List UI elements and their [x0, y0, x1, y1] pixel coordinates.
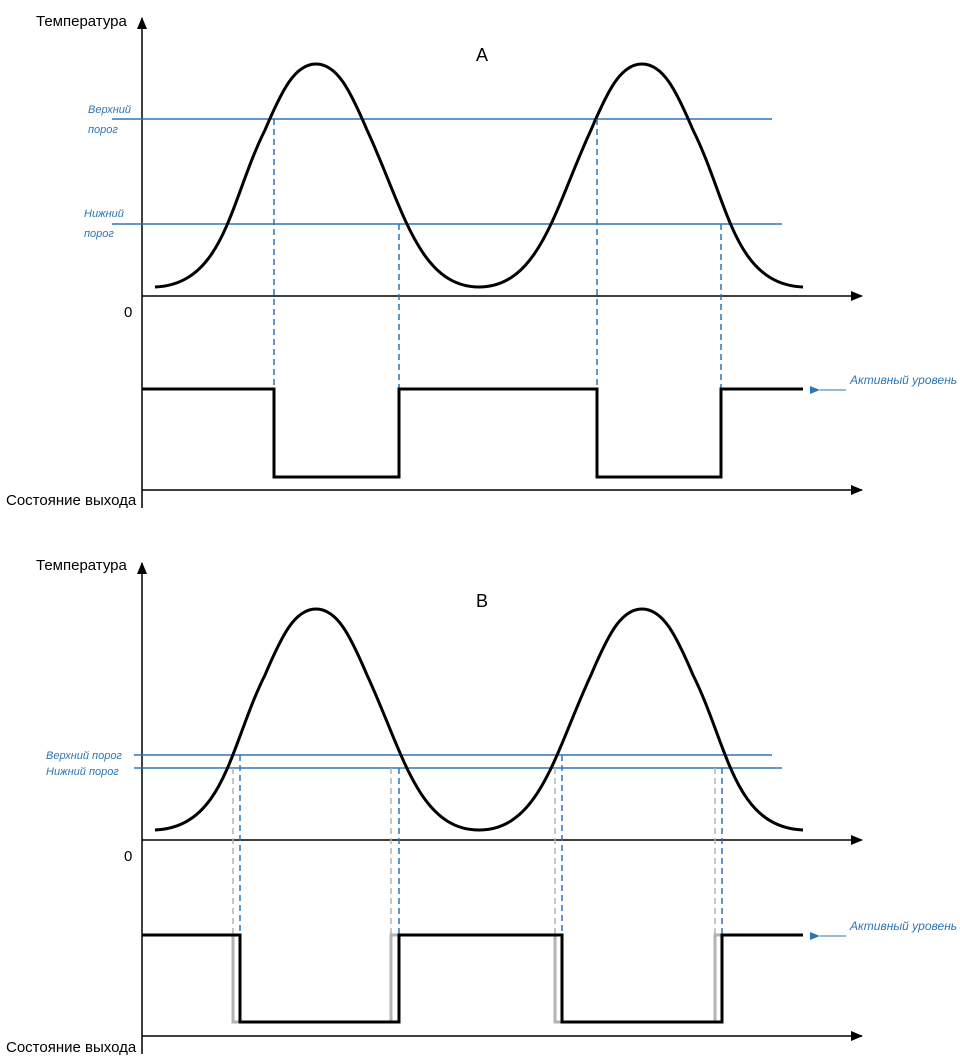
panel-a-active-level-label: Активный уровень [849, 373, 957, 387]
panel-b-alt-drop-lines [232, 768, 716, 935]
panel-a-zero-label: 0 [124, 304, 132, 321]
panel-a-temperature-curve [154, 62, 804, 289]
panel-b-x-axis-label: Состояние выхода [6, 1039, 137, 1056]
panel-b-zero-label: 0 [124, 848, 132, 865]
panel-b-y-axis-label: Температура [36, 557, 128, 574]
panel-b-output-signal [142, 933, 803, 1024]
panel-a-label: A [476, 45, 488, 65]
panel-a-output-signal [142, 387, 803, 479]
panel-a: A Температура 0 Состояние выхода Верхний… [6, 13, 957, 509]
panel-a-lower-threshold-label-2: порог [84, 228, 114, 240]
panel-a-x-axis-label: Состояние выхода [6, 492, 137, 509]
panel-a-lower-threshold-label-1: Нижний [84, 208, 124, 220]
panel-b-label: B [476, 591, 488, 611]
panel-a-drop-lines [273, 119, 722, 389]
panel-a-upper-threshold-label-1: Верхний [88, 104, 131, 116]
panel-b-lower-threshold-label: Нижний порог [46, 766, 119, 778]
panel-b-temperature-curve [154, 607, 804, 832]
panel-a-y-axis-label: Температура [36, 13, 128, 30]
panel-b-upper-threshold-label: Верхний порог [46, 750, 122, 762]
panel-b-drop-lines [239, 755, 723, 935]
panel-a-upper-threshold-label-2: порог [88, 124, 118, 136]
panel-b: B Температура 0 Состояние выхода Верхний… [6, 557, 957, 1056]
panel-b-active-level-label: Активный уровень [849, 919, 957, 933]
